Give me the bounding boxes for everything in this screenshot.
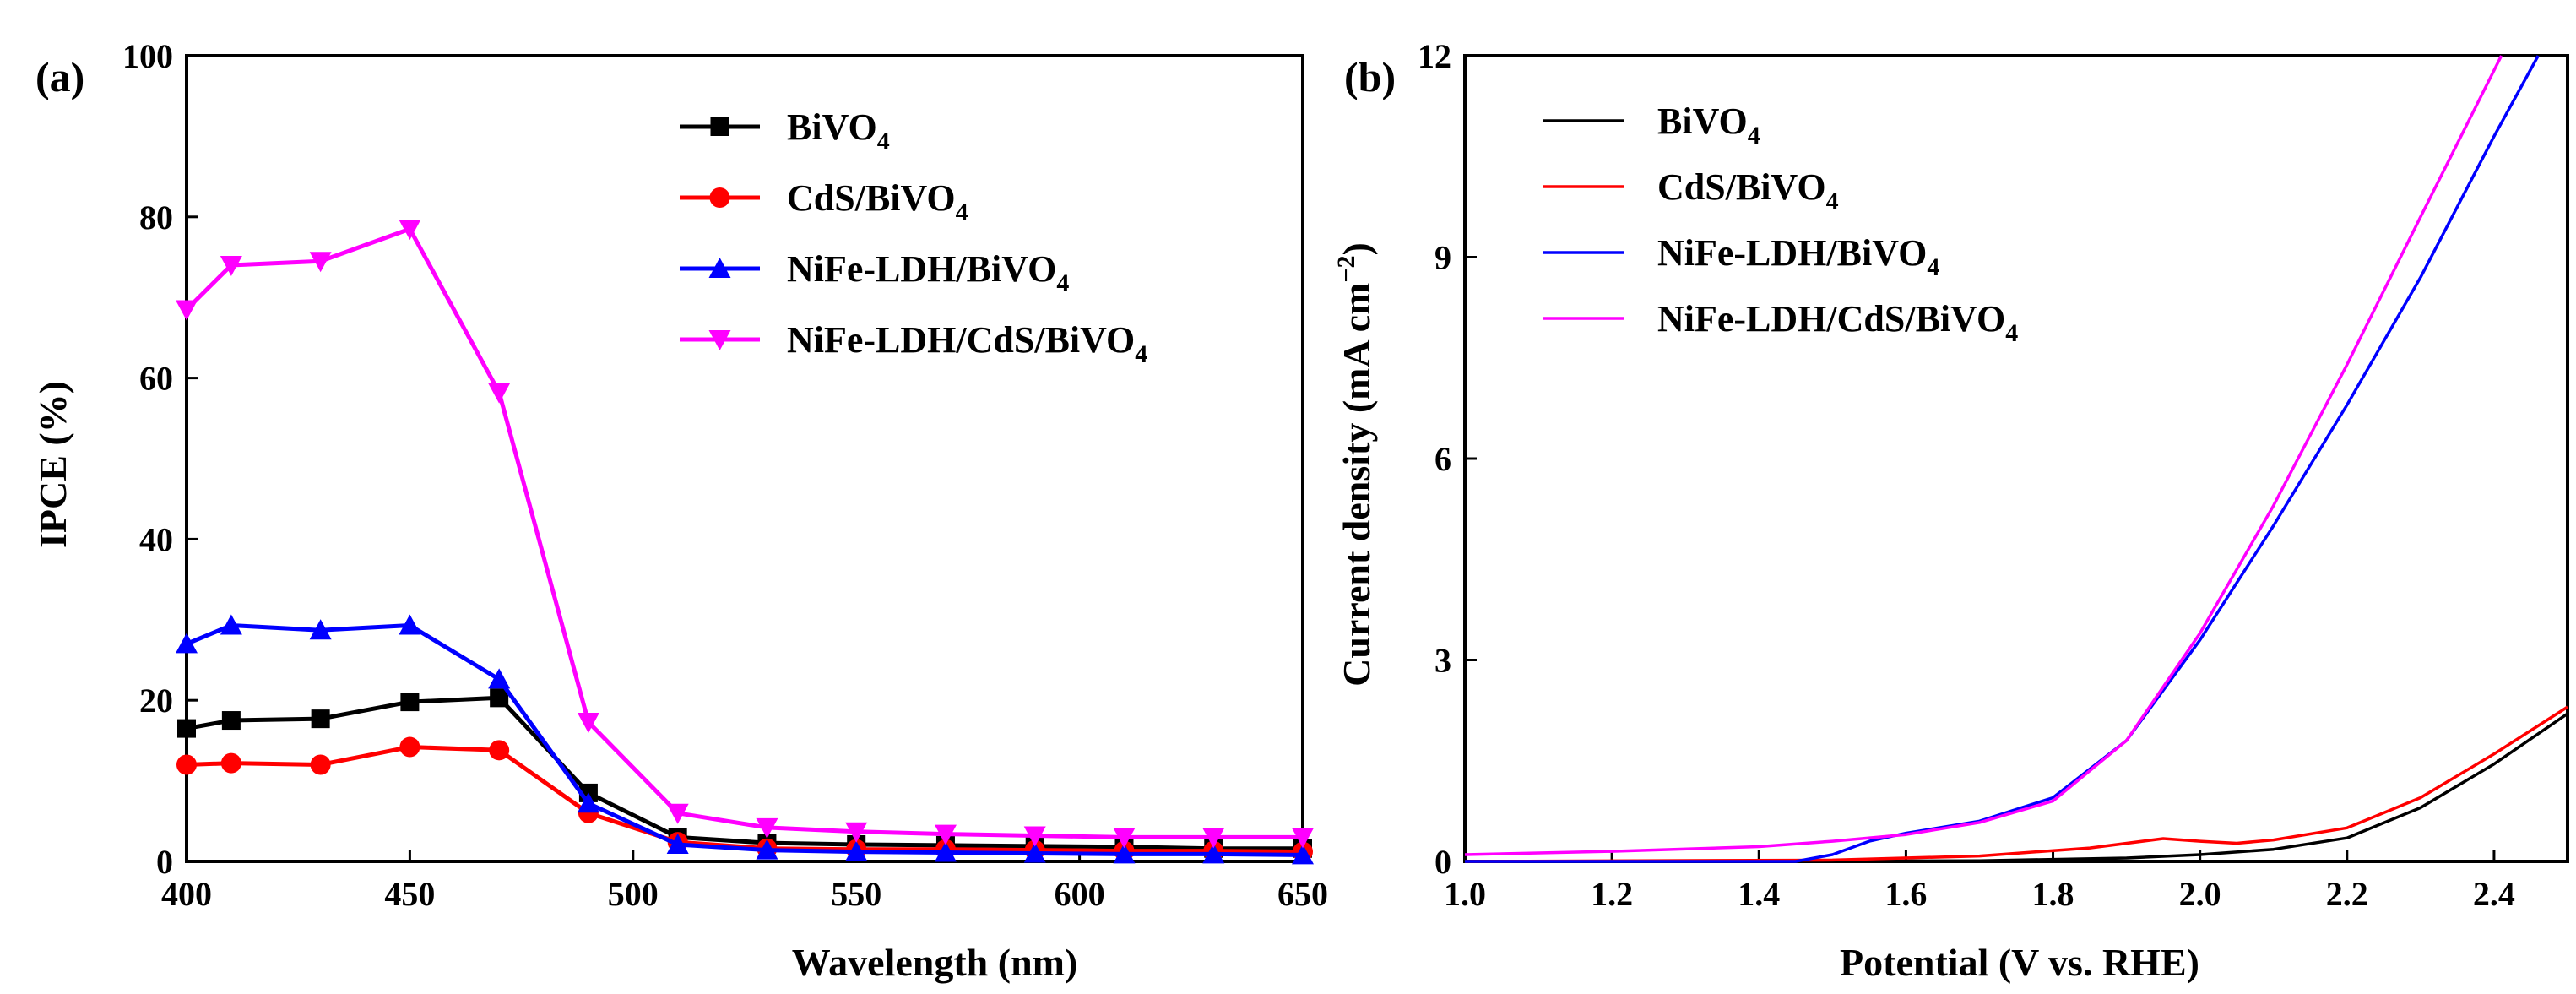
series-line-2 (1464, 705, 2568, 863)
data-point (1023, 826, 1046, 847)
data-point (400, 693, 420, 712)
data-point (934, 824, 957, 845)
x-tick-label: 400 (161, 875, 212, 913)
legend-label: NiFe-LDH/CdS/BiVO4 (787, 319, 1147, 368)
panel-b-x-axis-label: Potential (V vs. RHE) (1840, 941, 2199, 984)
panel-a-label: (a) (35, 53, 84, 100)
data-point (176, 300, 198, 321)
data-point (1292, 828, 1314, 849)
x-tick-label: 1.2 (1591, 875, 1633, 913)
y-tick-label: 6 (1434, 440, 1451, 478)
data-point (666, 803, 689, 824)
series-line-1 (186, 695, 1303, 851)
data-point (1202, 828, 1225, 849)
data-point (220, 256, 242, 277)
series-line-1 (1465, 712, 2568, 863)
y-tick-label: 0 (156, 843, 173, 881)
series-line-4 (1464, 55, 2503, 856)
data-point (666, 833, 689, 854)
x-tick-label: 1.0 (1444, 875, 1486, 913)
legend-label: NiFe-LDH/BiVO4 (787, 248, 1069, 297)
panel-a-ipce-chart: (a) Wavelength (nm) IPCE (%) 400 450 500 55… (31, 37, 1328, 984)
x-tick-label: 2.0 (2179, 875, 2221, 913)
data-point (845, 822, 868, 843)
panel-b-legend: BiVO4 CdS/BiVO4 NiFe-LDH/BiVO4 NiFe-LDH/CdS… (1543, 100, 2018, 347)
data-point (1113, 843, 1136, 864)
data-point (1202, 843, 1225, 864)
y-tick-label: 12 (1418, 37, 1451, 75)
y-tick-label: 9 (1434, 239, 1451, 277)
y-tick-label: 20 (139, 682, 173, 720)
data-point (399, 614, 421, 635)
legend-marker (710, 117, 729, 136)
legend-label: BiVO4 (787, 106, 890, 155)
y-tick-label: 100 (122, 37, 173, 75)
x-tick-label: 550 (831, 875, 881, 913)
y-tick-label: 3 (1434, 642, 1451, 680)
panel-a-x-axis-label: Wavelength (nm) (792, 941, 1078, 984)
data-point (176, 754, 197, 775)
panel-b-label: (b) (1344, 53, 1396, 100)
x-tick-label: 500 (608, 875, 659, 913)
y-tick-label: 40 (139, 520, 173, 558)
series-line-3 (186, 623, 1304, 857)
legend-marker (709, 187, 730, 208)
data-point (490, 688, 509, 708)
panel-a-y-axis-label: IPCE (%) (31, 381, 74, 548)
data-point (310, 754, 331, 775)
data-point (489, 740, 510, 761)
data-point (1113, 828, 1136, 849)
data-point (577, 712, 599, 733)
panel-a-legend: BiVO4 CdS/BiVO4 NiFe-LDH/BiVO4 NiFe-LDH/CdS… (680, 106, 1147, 368)
x-tick-label: 1.6 (1885, 875, 1927, 913)
legend-marker (708, 258, 731, 278)
x-tick-label: 1.4 (1738, 875, 1780, 913)
data-point (934, 841, 957, 862)
data-point (399, 736, 420, 758)
x-tick-label: 450 (384, 875, 435, 913)
panel-b-current-density-chart: (b) Potential (V vs. RHE) Current densit… (1332, 37, 2569, 984)
data-point (577, 792, 599, 813)
data-point (845, 840, 868, 861)
legend-marker (708, 330, 731, 350)
x-tick-label: 2.4 (2473, 875, 2515, 913)
panel-a-plot-frame (185, 54, 1304, 863)
data-point (176, 633, 198, 654)
panel-b-plot-frame (1463, 54, 2569, 863)
x-tick-label: 650 (1277, 875, 1328, 913)
legend-label: CdS/BiVO4 (1657, 166, 1839, 215)
data-point (488, 668, 511, 689)
panel-b-y-axis-label: Current density (mA cm−2) (1332, 242, 1378, 687)
data-point (220, 752, 241, 774)
legend-label: CdS/BiVO4 (787, 177, 968, 226)
series-line-3 (1465, 55, 2540, 863)
data-point (311, 709, 330, 729)
data-point (220, 614, 242, 635)
legend-label: BiVO4 (1657, 100, 1760, 149)
data-point (399, 220, 421, 241)
data-point (177, 719, 196, 738)
data-point (488, 383, 511, 404)
data-point (309, 252, 332, 273)
x-tick-label: 1.8 (2032, 875, 2074, 913)
data-point (756, 839, 778, 860)
series-line-4 (185, 226, 1303, 839)
data-point (309, 619, 332, 640)
data-point (756, 817, 778, 839)
data-point (1023, 842, 1046, 863)
y-tick-label: 0 (1434, 843, 1451, 881)
legend-label: NiFe-LDH/BiVO4 (1657, 232, 1939, 281)
x-tick-label: 2.2 (2326, 875, 2368, 913)
x-tick-label: 600 (1055, 875, 1105, 913)
legend-label: NiFe-LDH/CdS/BiVO4 (1657, 298, 2018, 347)
data-point (1292, 844, 1314, 865)
y-tick-label: 80 (139, 198, 173, 236)
y-tick-label: 60 (139, 360, 173, 398)
data-point (221, 711, 241, 731)
